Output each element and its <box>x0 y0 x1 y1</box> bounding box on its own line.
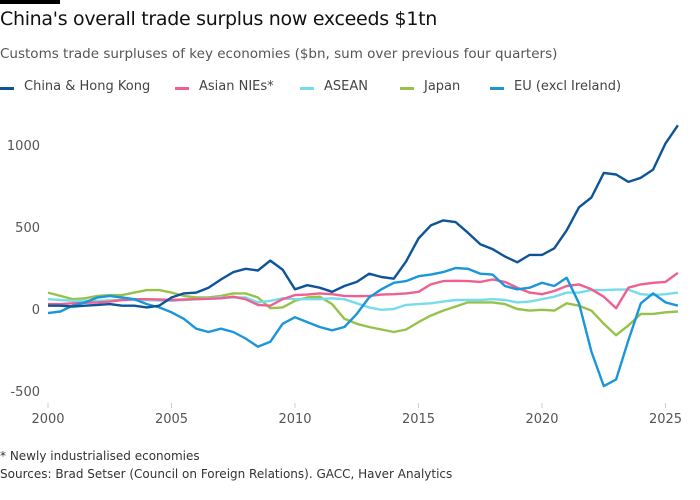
x-tick-label: 2025 <box>649 412 682 427</box>
legend-label: ASEAN <box>324 79 368 94</box>
legend-swatch <box>0 87 14 90</box>
series-line-asian-nies- <box>48 271 679 310</box>
x-tick-label: 2015 <box>402 412 435 427</box>
legend-label: Asian NIEs* <box>199 79 274 94</box>
chart-title: China's overall trade surplus now exceed… <box>0 8 438 30</box>
brand-bar <box>0 0 60 4</box>
x-tick-label: 2020 <box>525 412 558 427</box>
y-tick-label: -500 <box>10 385 40 400</box>
y-tick-label: 1000 <box>7 139 40 154</box>
chart-subtitle: Customs trade surpluses of key economies… <box>0 46 558 62</box>
y-tick-label: 500 <box>15 221 40 236</box>
x-tick-label: 2000 <box>31 412 64 427</box>
legend-label: EU (excl Ireland) <box>514 79 622 94</box>
x-tick-label: 2005 <box>155 412 188 427</box>
series-line-japan <box>47 288 678 337</box>
legend-label: Japan <box>424 79 461 94</box>
series-line-china-hong-kong <box>48 124 679 309</box>
legend-swatch <box>400 87 414 90</box>
legend-swatch <box>490 87 504 90</box>
legend-swatch <box>300 87 314 90</box>
x-tick-label: 2010 <box>278 412 311 427</box>
footnote: * Newly industrialised economies <box>0 449 200 463</box>
y-tick-label: 0 <box>32 303 40 318</box>
legend-label: China & Hong Kong <box>24 79 151 94</box>
legend-swatch <box>175 87 189 90</box>
sources: Sources: Brad Setser (Council on Foreign… <box>0 467 453 481</box>
